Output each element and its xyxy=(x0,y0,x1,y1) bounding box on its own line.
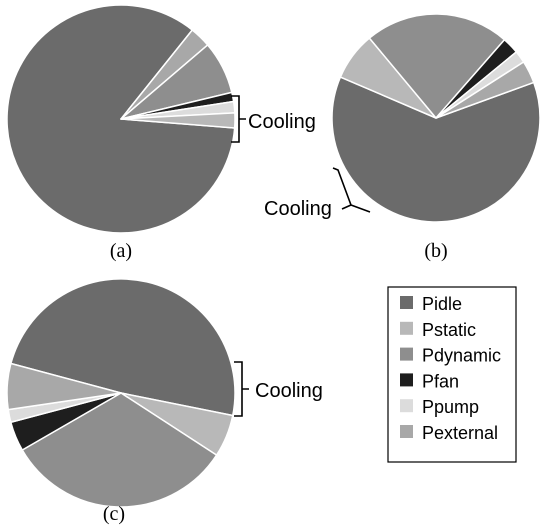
pie-c-slice-pdynamic xyxy=(21,392,218,508)
legend-swatch-ppump xyxy=(400,399,413,413)
pie-b-slice-pdynamic xyxy=(368,13,506,119)
cooling-label-c: Cooling xyxy=(255,380,323,402)
legend-label-pdynamic: Pdynamic xyxy=(422,346,501,366)
legend-label-ppump: Ppump xyxy=(422,397,479,417)
cooling-bracket-b xyxy=(332,167,371,213)
legend-swatch-pfan xyxy=(400,373,413,387)
legend-swatch-pdynamic xyxy=(400,347,413,361)
pie-b-slice-pidle xyxy=(331,76,541,223)
legend: Pidle Pstatic Pdynamic Pfan Ppump Pexternal xyxy=(387,286,517,463)
pie-a-slice-pstatic xyxy=(120,112,236,129)
legend-swatch-pidle xyxy=(400,296,413,309)
pie-chart-b xyxy=(331,13,541,223)
legend-label-pfan: Pfan xyxy=(422,371,459,391)
pie-chart-c xyxy=(6,278,236,508)
cooling-bracket-c xyxy=(234,361,249,417)
legend-swatch-pstatic xyxy=(400,321,413,335)
panel-label-a: (a) xyxy=(110,240,132,262)
legend-label-pexternal: Pexternal xyxy=(422,423,498,443)
pie-chart-a xyxy=(6,4,236,234)
pie-c-slice-pexternal xyxy=(6,362,122,411)
legend-label-pidle: Pidle xyxy=(422,294,462,314)
cooling-label-a: Cooling xyxy=(248,111,316,133)
pie-b-slice-pexternal xyxy=(435,61,535,119)
cooling-label-b: Cooling xyxy=(264,198,332,220)
cooling-bracket-a xyxy=(231,95,246,143)
panel-label-b: (b) xyxy=(424,240,447,262)
pie-c-slice-pidle xyxy=(10,278,236,417)
legend-swatch-pexternal xyxy=(400,425,413,438)
legend-label-pstatic: Pstatic xyxy=(422,320,476,340)
panel-label-c: (c) xyxy=(103,503,125,525)
